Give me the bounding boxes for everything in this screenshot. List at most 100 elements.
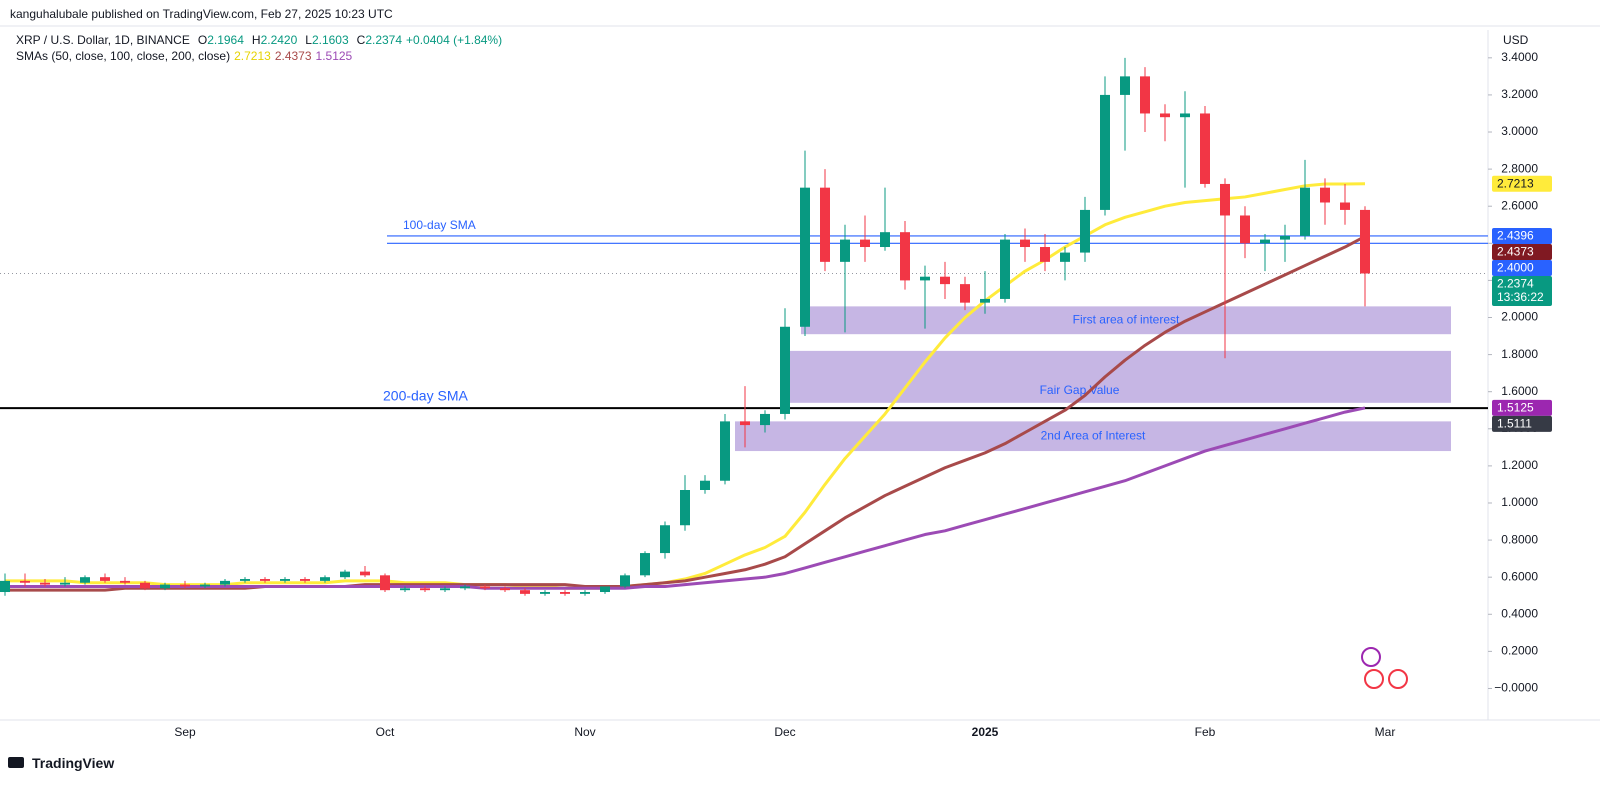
x-tick-label: Nov <box>574 725 595 739</box>
price-tag-label: 2.2374 <box>1497 277 1534 291</box>
sma-value: 2.4373 <box>274 49 312 63</box>
price-tag-label: 1.5125 <box>1497 401 1534 415</box>
candle-body <box>1320 187 1330 203</box>
y-tick-label: 0.6000 <box>1501 569 1538 583</box>
candle-body <box>1340 202 1350 210</box>
price-tag <box>1492 243 1552 260</box>
candle-body <box>360 571 370 576</box>
price-tag <box>1492 175 1552 192</box>
sma-legend-text: SMAs (50, close, 100, close, 200, close) <box>16 49 231 63</box>
candle-body <box>660 525 670 554</box>
y-tick-label: 0.8000 <box>1501 532 1538 546</box>
ohlc-value: 2.1964 <box>207 33 244 47</box>
currency: USD <box>1503 33 1528 47</box>
sma-legend: SMAs (50, close, 100, close, 200, close)… <box>16 49 352 63</box>
ohlc-key: H <box>251 33 261 47</box>
candle-body <box>780 326 790 414</box>
sma-value: 2.7213 <box>234 49 271 63</box>
annotation: 200-day SMA <box>383 388 468 404</box>
zone <box>788 350 1451 403</box>
candle-body <box>380 575 390 591</box>
candle-body <box>1140 76 1150 114</box>
candle-body <box>1080 209 1090 253</box>
brand: TradingView <box>32 755 115 771</box>
candle-body <box>0 580 10 593</box>
candle-body <box>800 187 810 327</box>
y-tick-label: 0.4000 <box>1501 606 1538 620</box>
x-tick-label: Mar <box>1375 725 1396 739</box>
candle-body <box>480 586 490 589</box>
candle-body <box>900 232 910 281</box>
sma-line <box>5 235 1366 592</box>
price-tag <box>1492 227 1552 244</box>
candle-body <box>680 490 690 526</box>
ohlc-value: 2.2374 <box>365 33 403 47</box>
price-tag-label: 1.5111 <box>1497 417 1532 431</box>
candle-body <box>500 588 510 591</box>
candle-body <box>1220 183 1230 216</box>
x-tick-label: 2025 <box>972 725 999 739</box>
ohlc-value: 2.2420 <box>260 33 298 47</box>
candle-body <box>920 276 930 281</box>
x-tick-label: Feb <box>1195 725 1216 739</box>
price-tag <box>1492 415 1552 432</box>
price-tag <box>1492 275 1552 306</box>
candle-body <box>980 298 990 303</box>
candle-body <box>40 582 50 585</box>
candle-body <box>440 588 450 591</box>
y-tick-label: 3.4000 <box>1501 50 1538 64</box>
y-tick-label: 2.6000 <box>1501 198 1538 212</box>
zone-label: 2nd Area of Interest <box>1041 428 1146 442</box>
candle-body <box>520 590 530 594</box>
footer: TradingView <box>32 755 114 771</box>
y-tick-label: 1.0000 <box>1501 495 1538 509</box>
candle-body <box>1000 239 1010 299</box>
candle-body <box>1180 113 1190 118</box>
ohlc-key: C <box>356 33 366 47</box>
candle-body <box>1020 239 1030 248</box>
candle-body <box>120 580 130 583</box>
candle-body <box>1160 113 1170 118</box>
countdown: 13:36:22 <box>1497 290 1544 304</box>
candle-body <box>300 579 310 581</box>
candle-body <box>840 239 850 262</box>
candle-body <box>740 421 750 426</box>
candle-body <box>140 582 150 589</box>
candle-body <box>1260 239 1270 244</box>
y-tick-label: 3.0000 <box>1501 124 1538 138</box>
currency-label: USD <box>1503 33 1529 47</box>
y-tick-label: 3.2000 <box>1501 87 1538 101</box>
candle-body <box>820 187 830 262</box>
candle-body <box>620 575 630 587</box>
brand-logo <box>8 757 24 768</box>
candle-body <box>940 276 950 285</box>
candle-body <box>540 592 550 594</box>
candle-body <box>400 588 410 591</box>
y-tick-label: 2.8000 <box>1501 161 1538 175</box>
candle-body <box>560 592 570 594</box>
publisher: kanguhalubale published on TradingView.c… <box>10 7 393 21</box>
sma-value: 1.5125 <box>315 49 353 63</box>
candle-body <box>1100 94 1110 210</box>
candle-body <box>1280 235 1290 240</box>
candle-body <box>320 577 330 581</box>
candle-body <box>1240 215 1250 244</box>
candle-body <box>260 579 270 581</box>
candle-body <box>960 284 970 303</box>
candle-body <box>1060 252 1070 262</box>
y-tick-label: 0.2000 <box>1501 644 1538 658</box>
candle-body <box>600 586 610 593</box>
candle-body <box>180 584 190 587</box>
event-icon <box>1361 647 1381 667</box>
annotation: 100-day SMA <box>403 218 476 232</box>
candle-body <box>240 579 250 581</box>
ohlc-key: L <box>305 33 312 47</box>
ohlc-key: O <box>197 33 208 47</box>
candle-body <box>1120 76 1130 95</box>
event-icons <box>1361 647 1408 689</box>
y-tick-label: 1.8000 <box>1501 347 1538 361</box>
candle-body <box>20 580 30 583</box>
zone-label: Fair Gap Value <box>1040 383 1120 397</box>
